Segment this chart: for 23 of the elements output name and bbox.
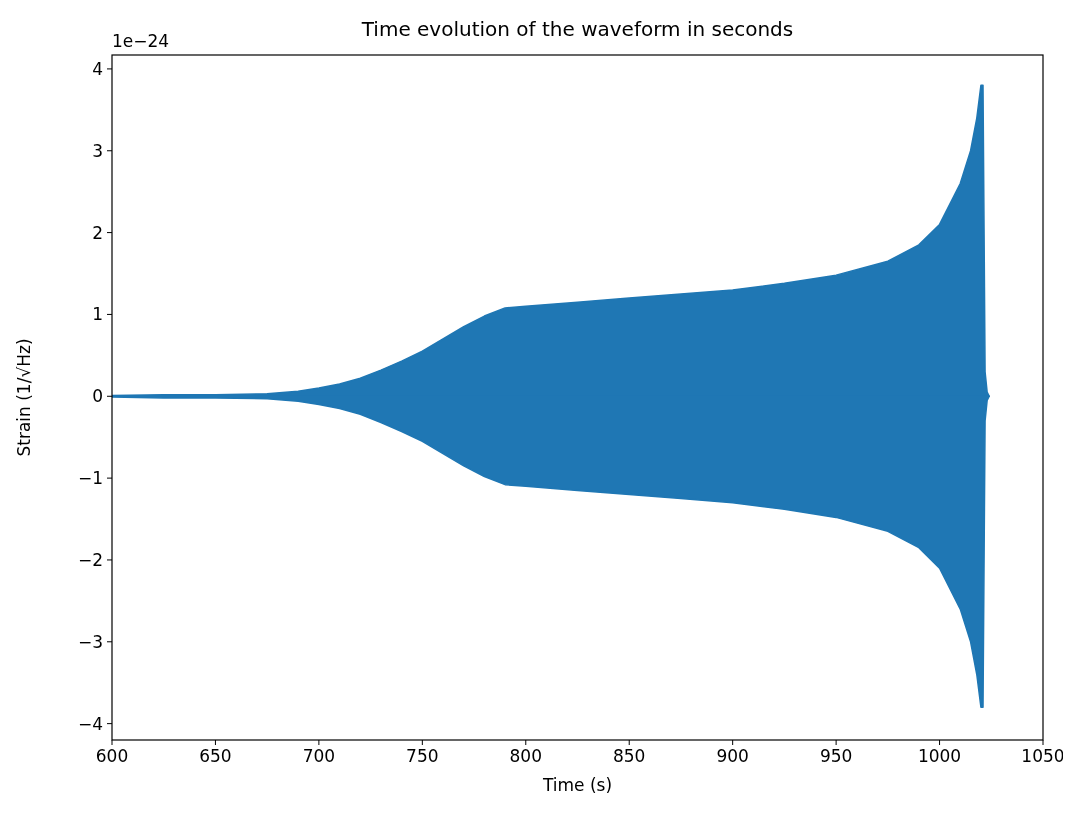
y-tick-label: −2 [77, 549, 103, 570]
x-tick-label: 1050 [1021, 746, 1065, 766]
x-tick-label: 700 [302, 746, 336, 766]
chart-title: Time evolution of the waveform in seconds [360, 17, 794, 41]
y-tick-label: 4 [92, 58, 103, 79]
x-tick-label: 750 [406, 746, 439, 766]
y-tick-label: 3 [92, 140, 103, 161]
y-tick-label: −3 [77, 631, 103, 652]
x-tick-label: 900 [716, 746, 749, 766]
x-tick-label: 850 [613, 746, 646, 766]
y-axis-title: Strain (1/√Hz) [14, 338, 34, 457]
y-tick-label: −1 [77, 468, 103, 489]
text: 1e−24 [112, 31, 170, 51]
x-tick-label: 800 [509, 746, 542, 766]
y-tick-label: 1 [92, 304, 103, 325]
y-tick-label: −4 [77, 713, 103, 734]
y-tick-label: 0 [92, 386, 103, 407]
x-axis-title: Time (s) [541, 775, 613, 795]
x-tick-label: 600 [95, 746, 129, 766]
x-tick-label: 1000 [917, 746, 962, 766]
x-tick-label: 950 [819, 746, 853, 766]
x-tick-label: 650 [199, 746, 232, 766]
y-tick-label: 2 [92, 222, 103, 243]
